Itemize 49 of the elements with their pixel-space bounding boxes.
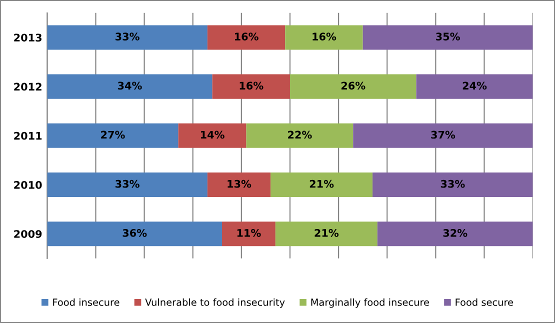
y-tick-label: 2009	[14, 230, 42, 238]
data-label: 16%	[240, 82, 264, 90]
bar	[372, 172, 533, 198]
bar	[47, 74, 212, 99]
y-tick-label: 2013	[14, 34, 42, 42]
bar	[275, 222, 378, 246]
data-label: 21%	[310, 180, 334, 188]
bar	[222, 222, 276, 246]
legend-label: Marginally food insecure	[311, 298, 429, 308]
bar	[207, 172, 271, 198]
legend-label: Vulnerable to food insecurity	[145, 298, 285, 308]
data-label: 14%	[200, 130, 224, 139]
data-label: 26%	[341, 82, 366, 90]
y-tick-label: 2012	[14, 82, 42, 91]
data-label: 11%	[237, 228, 261, 237]
bar	[416, 74, 533, 99]
data-label: 22%	[288, 130, 312, 139]
y-tick-label: 2011	[14, 132, 42, 140]
data-label: 16%	[312, 32, 336, 40]
data-label: 24%	[462, 82, 487, 90]
data-label: 36%	[122, 228, 147, 237]
bar	[290, 74, 416, 99]
bar	[207, 25, 286, 50]
data-label: 33%	[116, 32, 140, 40]
y-tick-label: 2010	[14, 180, 42, 189]
data-label: 35%	[436, 32, 460, 40]
bar	[47, 123, 178, 148]
bar	[47, 172, 208, 198]
data-label: 27%	[101, 130, 125, 139]
bar	[270, 172, 373, 198]
legend-label: Food secure	[456, 298, 513, 306]
bar	[353, 123, 533, 148]
data-label: 34%	[118, 82, 142, 90]
data-label: 16%	[234, 32, 258, 40]
bar	[47, 25, 208, 50]
bar	[178, 123, 246, 148]
legend-label: Food insecure	[53, 298, 120, 306]
bar	[377, 222, 533, 246]
data-label: 13%	[228, 180, 252, 188]
bar	[285, 25, 363, 50]
data-label: 37%	[431, 130, 456, 139]
data-label: 33%	[116, 180, 140, 188]
bar	[362, 25, 533, 50]
bar	[47, 222, 222, 246]
data-label: 33%	[440, 180, 465, 188]
bar	[246, 123, 354, 148]
bar	[212, 74, 290, 99]
data-label: 21%	[314, 228, 339, 237]
data-label: 32%	[443, 228, 468, 237]
